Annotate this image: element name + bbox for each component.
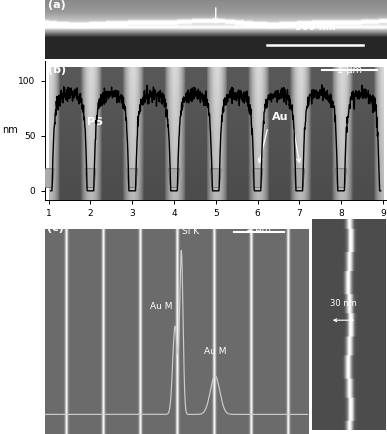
Text: (c): (c)	[47, 224, 64, 233]
Text: (b): (b)	[48, 65, 66, 75]
Text: Au: Au	[272, 112, 289, 122]
Polygon shape	[294, 169, 305, 187]
Polygon shape	[85, 169, 96, 187]
Text: PS: PS	[87, 118, 103, 128]
Text: 500 nm: 500 nm	[295, 22, 336, 32]
Polygon shape	[43, 169, 54, 187]
Text: (a): (a)	[48, 0, 66, 10]
Text: 30 nm: 30 nm	[330, 299, 357, 308]
Text: Au M: Au M	[204, 347, 226, 356]
Polygon shape	[210, 169, 221, 187]
Polygon shape	[127, 169, 138, 187]
Text: Si K: Si K	[182, 227, 200, 236]
Polygon shape	[169, 169, 180, 187]
Text: 1 μm: 1 μm	[337, 65, 362, 75]
Text: 1 μm: 1 μm	[247, 224, 271, 233]
Text: Au M: Au M	[151, 302, 173, 311]
Y-axis label: nm: nm	[2, 125, 18, 135]
Polygon shape	[336, 169, 346, 187]
Polygon shape	[252, 169, 263, 187]
